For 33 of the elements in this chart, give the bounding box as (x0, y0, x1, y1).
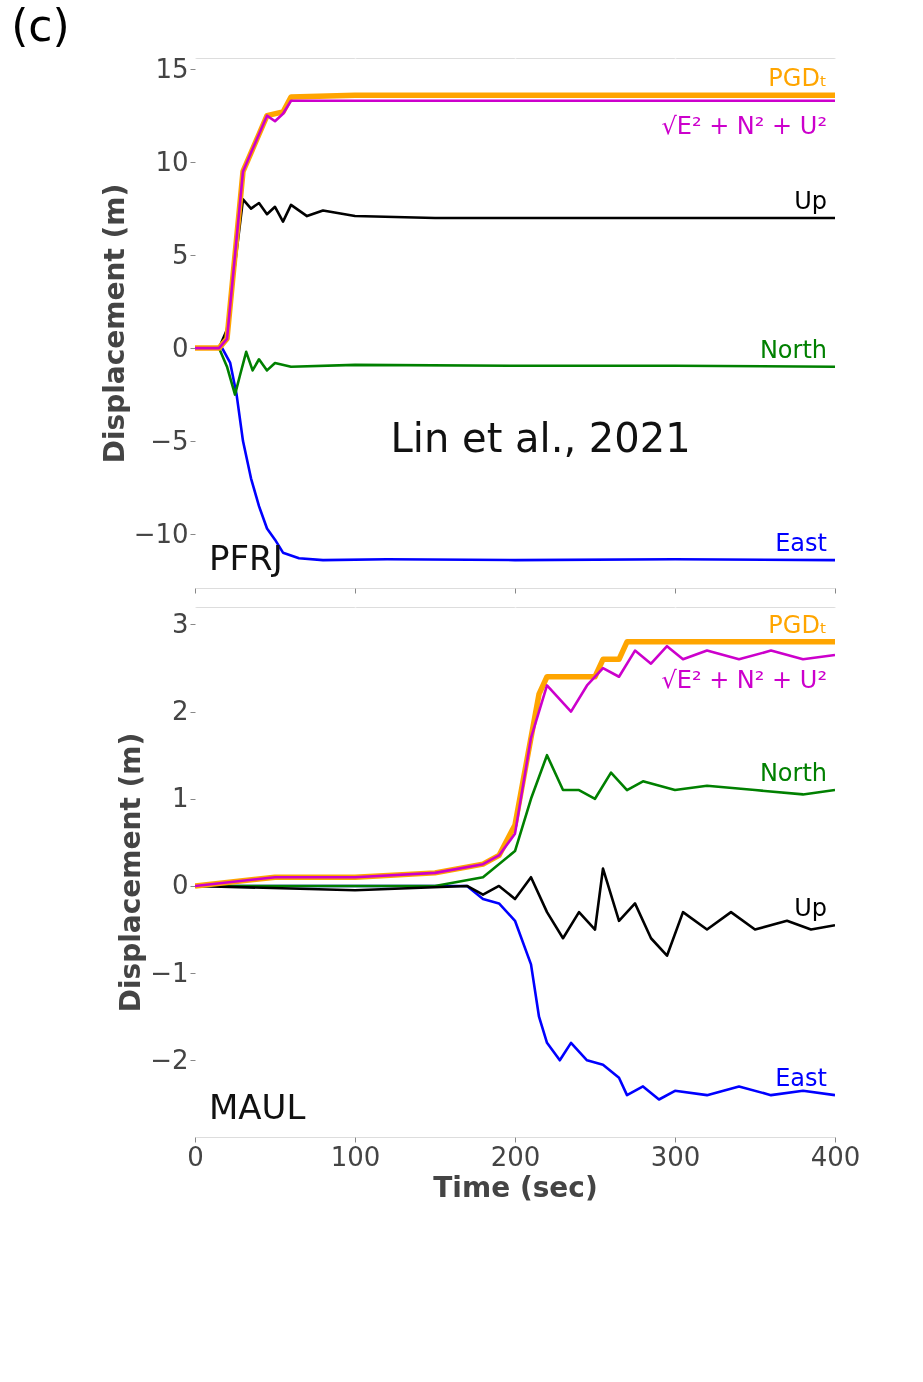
annotation: Lin et al., 2021 (390, 414, 691, 461)
y-tick-label: 10 (155, 146, 189, 177)
y-tick-label: 2 (171, 696, 189, 727)
y-tick-label: −5 (150, 425, 189, 456)
series-label: PGDₜ (768, 64, 827, 93)
annotation: MAUL (209, 1087, 306, 1127)
x-tick-label: 200 (490, 1141, 541, 1172)
y-tick-label: −2 (150, 1044, 189, 1075)
chart-title: (c) (11, 0, 70, 52)
y-tick-label: 0 (171, 332, 189, 363)
series-label: North (759, 759, 827, 788)
y-tick-label: 15 (155, 53, 189, 84)
series-label: Up (794, 894, 827, 923)
series-label: √E² + N² + U² (661, 665, 827, 694)
y-axis-title: Displacement (m) (97, 183, 131, 464)
series-label: PGDₜ (768, 610, 827, 639)
series-label: Up (794, 186, 827, 215)
y-tick-label: 5 (171, 239, 189, 270)
series-label: East (775, 1064, 827, 1093)
x-axis-title: Time (sec) (433, 1170, 598, 1204)
annotation: PFRJ (209, 538, 283, 578)
y-tick-label: 3 (171, 608, 189, 639)
y-tick-label: −10 (133, 518, 189, 549)
y-axis-title: Displacement (m) (114, 732, 148, 1013)
y-tick-label: 0 (171, 870, 189, 901)
series-label: East (775, 529, 827, 558)
x-tick-label: 400 (810, 1141, 861, 1172)
y-tick-label: −1 (150, 957, 189, 988)
y-tick-label: 1 (171, 783, 189, 814)
x-tick-label: 300 (650, 1141, 701, 1172)
series-label: North (759, 335, 827, 364)
series-label: √E² + N² + U² (661, 111, 827, 140)
x-tick-label: 100 (330, 1141, 381, 1172)
